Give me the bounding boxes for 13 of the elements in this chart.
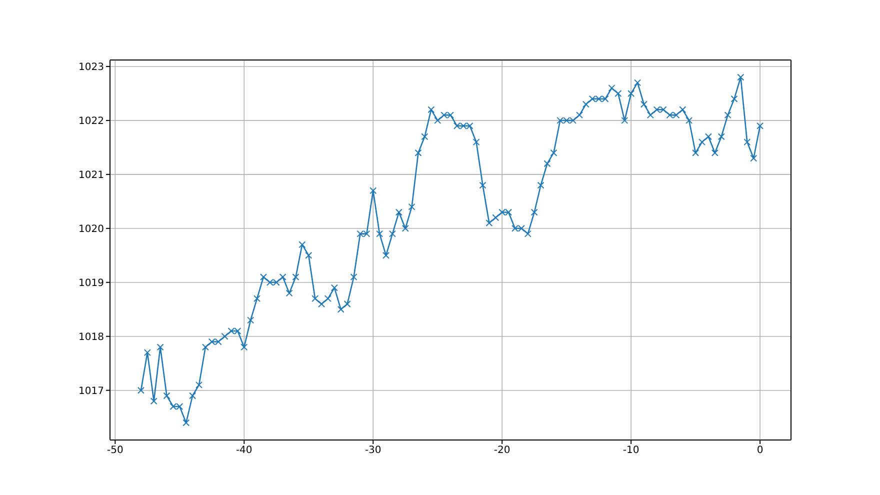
y-tick-label: 1017 (78, 386, 104, 397)
y-tick-label: 1018 (78, 332, 104, 343)
y-tick-label: 1023 (78, 62, 104, 74)
y-tick-label: 1021 (78, 170, 104, 181)
y-tick-label: 1022 (78, 116, 104, 128)
x-tick-label: -20 (494, 445, 510, 456)
y-tick-label: 1020 (78, 224, 104, 235)
x-tick-label: -50 (106, 445, 124, 456)
x-tick-label: -10 (622, 445, 640, 456)
x-tick-label: 0 (756, 445, 764, 456)
y-tick-label: 1019 (78, 278, 104, 289)
x-tick-label: -30 (364, 445, 382, 456)
x-tick-label: -40 (236, 445, 252, 456)
